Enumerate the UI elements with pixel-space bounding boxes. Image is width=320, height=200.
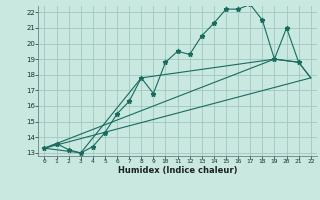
X-axis label: Humidex (Indice chaleur): Humidex (Indice chaleur) xyxy=(118,166,237,175)
